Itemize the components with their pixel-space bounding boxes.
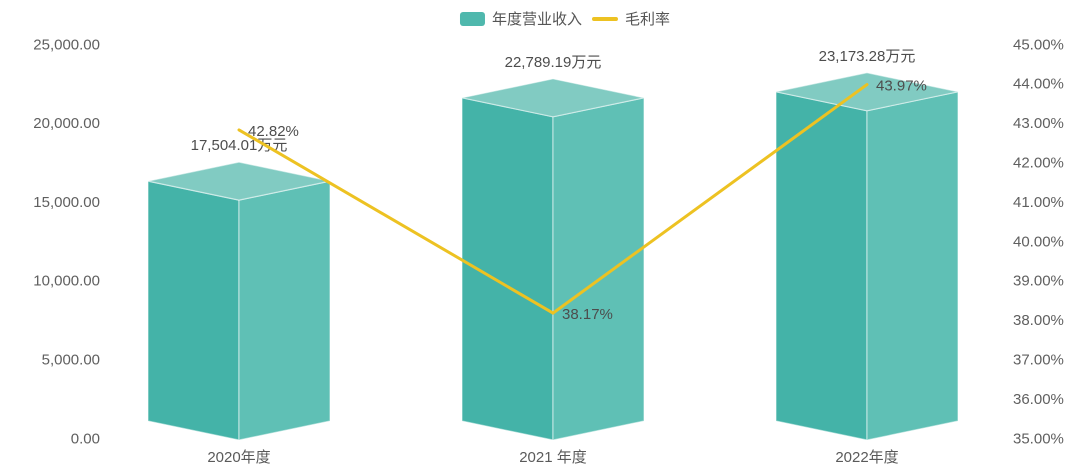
bar-top-face bbox=[775, 72, 959, 112]
bar-top-face bbox=[147, 161, 331, 201]
right-axis-tick: 42.00% bbox=[1013, 154, 1064, 171]
right-axis-tick: 45.00% bbox=[1013, 36, 1064, 53]
line-value-label: 42.82% bbox=[248, 123, 299, 140]
bar-right-face bbox=[552, 97, 645, 441]
left-axis-tick: 20,000.00 bbox=[33, 115, 100, 132]
left-axis-tick: 5,000.00 bbox=[42, 351, 100, 368]
bar-top-face bbox=[461, 78, 645, 118]
left-axis-tick: 25,000.00 bbox=[33, 36, 100, 53]
right-axis-tick: 36.00% bbox=[1013, 391, 1064, 408]
right-axis-tick: 43.00% bbox=[1013, 115, 1064, 132]
bar-left-face bbox=[147, 180, 240, 441]
bar-series-legend-marker bbox=[459, 11, 485, 26]
bar-right-face bbox=[866, 91, 959, 441]
legend: 年度营业收入 毛利率 bbox=[459, 8, 670, 29]
right-axis-tick: 44.00% bbox=[1013, 76, 1064, 93]
bar-right-face bbox=[238, 180, 331, 441]
legend-label-revenue: 年度营业收入 bbox=[491, 11, 582, 28]
x-axis-label: 2022年度 bbox=[835, 449, 898, 466]
x-axis-label: 2021 年度 bbox=[519, 449, 587, 466]
x-axis-label: 2020年度 bbox=[207, 449, 270, 466]
left-axis-tick: 0.00 bbox=[71, 430, 100, 447]
left-axis-tick: 10,000.00 bbox=[33, 273, 100, 290]
line-series-legend-marker bbox=[592, 16, 618, 21]
revenue-bar-2022年度[interactable] bbox=[775, 72, 959, 441]
right-axis-tick: 41.00% bbox=[1013, 194, 1064, 211]
gross-margin-line[interactable] bbox=[237, 83, 869, 315]
bar-value-label: 22,789.19万元 bbox=[505, 54, 602, 71]
legend-item-margin[interactable]: 毛利率 bbox=[592, 8, 670, 29]
right-axis-tick: 38.00% bbox=[1013, 312, 1064, 329]
right-axis-tick: 35.00% bbox=[1013, 430, 1064, 447]
legend-label-margin: 毛利率 bbox=[625, 11, 671, 28]
bar-left-face bbox=[775, 91, 868, 441]
line-value-label: 38.17% bbox=[562, 306, 613, 323]
right-axis-tick: 39.00% bbox=[1013, 273, 1064, 290]
line-value-label: 43.97% bbox=[876, 78, 927, 95]
bar-value-label: 17,504.01万元 bbox=[191, 137, 288, 154]
right-axis-tick: 37.00% bbox=[1013, 351, 1064, 368]
right-axis-tick: 40.00% bbox=[1013, 233, 1064, 250]
bar-value-label: 23,173.28万元 bbox=[819, 48, 916, 65]
revenue-bar-2020年度[interactable] bbox=[147, 161, 331, 441]
revenue-bar-2021 年度[interactable] bbox=[461, 78, 645, 441]
left-axis-tick: 15,000.00 bbox=[33, 194, 100, 211]
legend-item-revenue[interactable]: 年度营业收入 bbox=[459, 8, 582, 29]
